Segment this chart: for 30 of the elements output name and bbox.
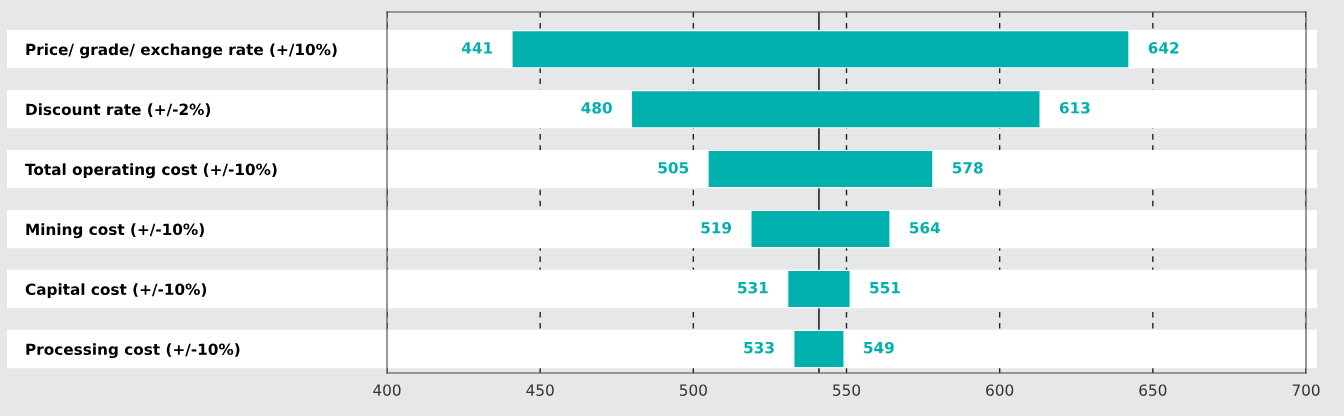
bar <box>751 211 890 248</box>
y-tick-label: Mining cost (+/-10%) <box>26 223 204 239</box>
text: 480 <box>581 102 612 114</box>
y-tick-label: Price/ grade/ exchange rate (+/10%) <box>26 43 337 59</box>
text: 578 <box>952 161 983 174</box>
bar <box>708 151 933 188</box>
x-tick-label: 500 <box>679 384 707 396</box>
x-tick-label: 600 <box>986 384 1014 396</box>
y-tick-label: Total operating cost (+/-10%) <box>25 163 277 179</box>
y-tick-label: Processing cost (+/-10%) <box>26 343 240 359</box>
text: 613 <box>1059 102 1090 114</box>
text: 505 <box>658 161 689 174</box>
text: 441 <box>461 42 493 54</box>
y-tick-label: Discount rate (+/-2%) <box>26 103 211 117</box>
y-tick-label: Capital cost (+/-10%) <box>25 283 207 299</box>
text: 551 <box>870 282 900 294</box>
bar <box>794 331 844 367</box>
bar <box>788 271 850 308</box>
x-tick-label: 450 <box>526 384 554 396</box>
x-tick-label: 400 <box>373 384 401 396</box>
bar <box>632 91 1040 128</box>
text: 531 <box>738 281 768 294</box>
text: 549 <box>864 341 894 354</box>
text: 564 <box>910 221 941 234</box>
x-tick-label: 550 <box>833 384 861 396</box>
x-tick-label: 700 <box>1292 384 1320 396</box>
text: 533 <box>744 341 774 354</box>
text: 642 <box>1148 42 1179 54</box>
text: 519 <box>701 221 732 234</box>
x-tick-label: 650 <box>1139 384 1167 396</box>
